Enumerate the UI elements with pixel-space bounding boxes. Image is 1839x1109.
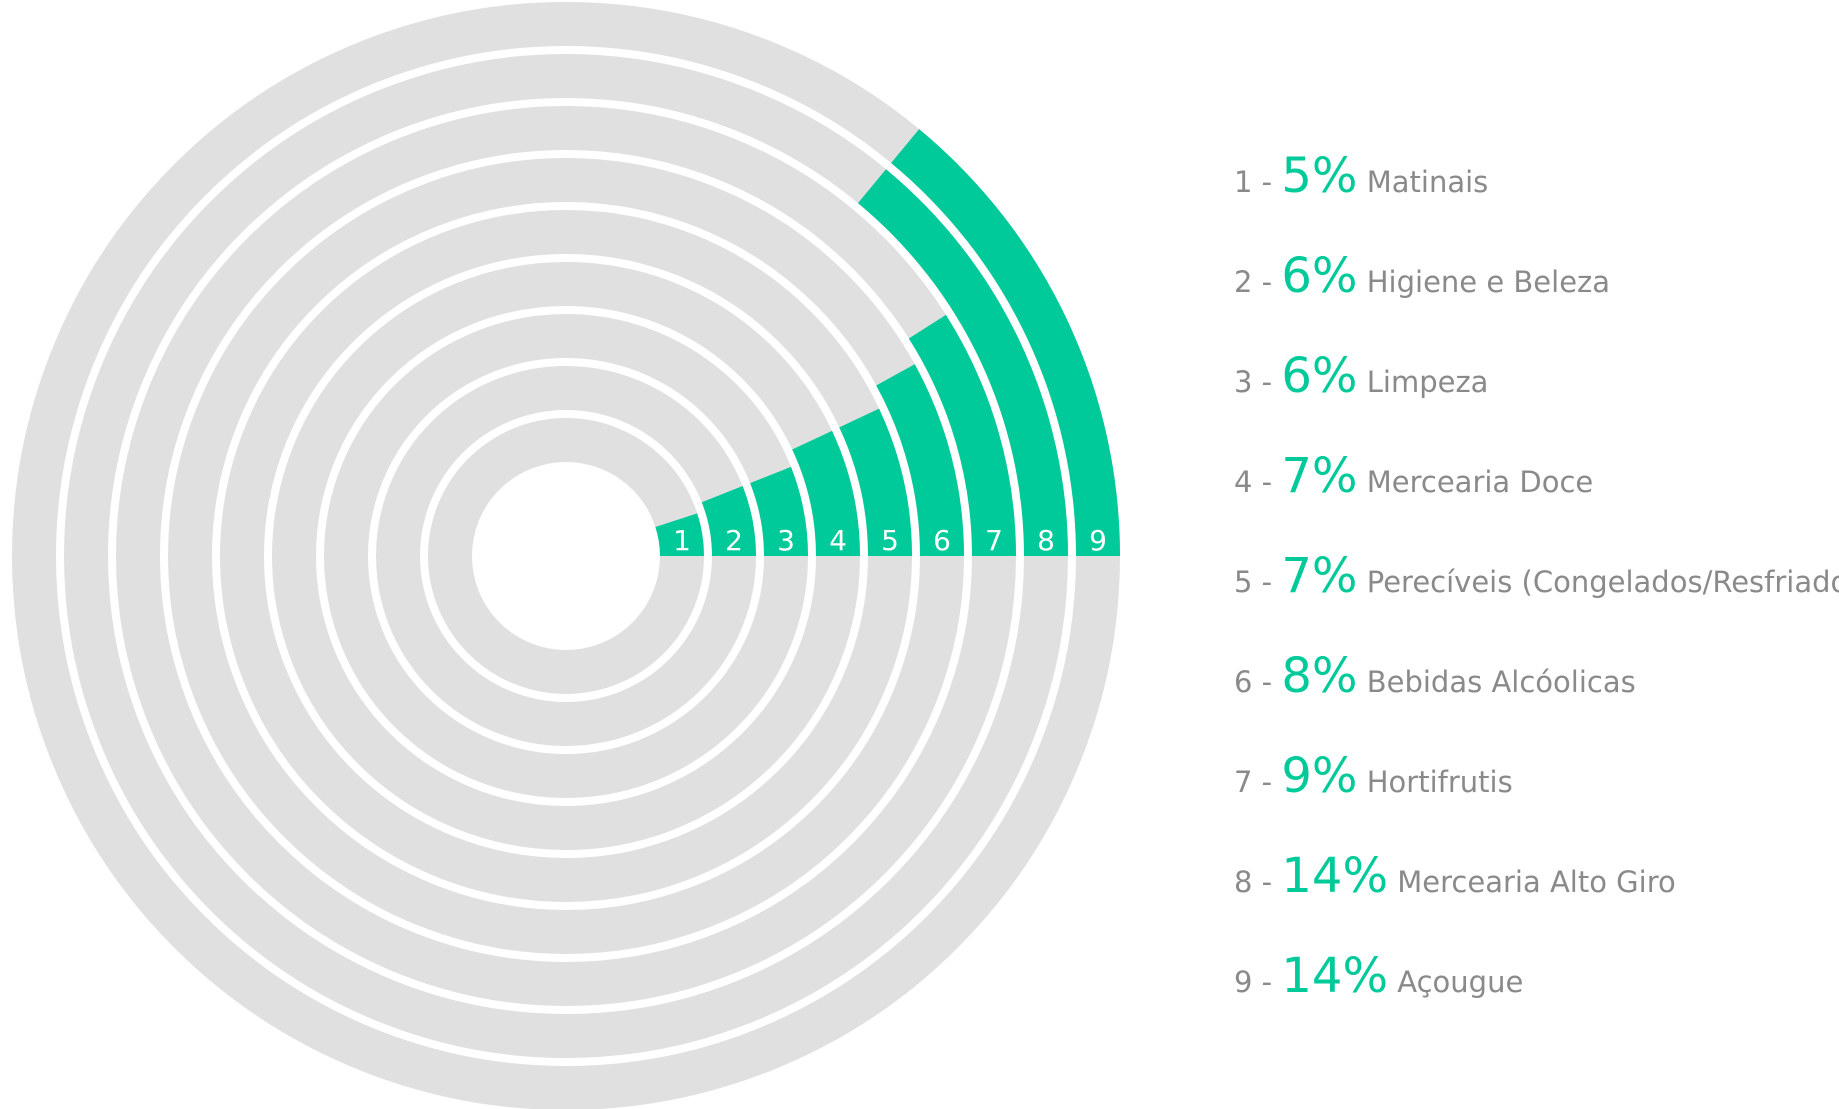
value-arc-3 <box>750 466 808 556</box>
legend-percent: 5% <box>1281 148 1358 204</box>
legend-percent: 14% <box>1281 948 1389 1004</box>
value-arc-4 <box>792 430 860 556</box>
legend-label: Hortifrutis <box>1357 765 1513 799</box>
value-arc-1 <box>655 513 704 556</box>
legend-item: 9 - 14% Açougue <box>1234 948 1523 1004</box>
legend-item: 1 - 5% Matinais <box>1234 148 1488 204</box>
ring-number-3: 3 <box>777 524 795 557</box>
value-arc-9 <box>891 129 1120 556</box>
legend-label: Mercearia Alto Giro <box>1388 865 1676 899</box>
ring-number-1: 1 <box>673 524 691 557</box>
ring-number-7: 7 <box>985 524 1003 557</box>
ring-number-5: 5 <box>881 524 899 557</box>
legend-index: 1 - <box>1234 165 1282 199</box>
value-arc-6 <box>876 364 964 556</box>
legend-item: 8 - 14% Mercearia Alto Giro <box>1234 848 1676 904</box>
ring-number-8: 8 <box>1037 524 1055 557</box>
ring-number-9: 9 <box>1089 524 1107 557</box>
ring-track-7 <box>116 106 1016 1006</box>
ring-track-4 <box>272 262 860 850</box>
legend-index: 5 - <box>1234 565 1282 599</box>
legend-item: 4 - 7% Mercearia Doce <box>1234 448 1593 504</box>
legend-percent: 9% <box>1281 748 1358 804</box>
legend-label: Perecíveis (Congelados/Resfriados) <box>1357 565 1839 599</box>
value-arc-8 <box>857 169 1068 557</box>
legend-label: Limpeza <box>1357 365 1489 399</box>
value-arc-5 <box>839 408 912 556</box>
legend-percent: 6% <box>1281 348 1358 404</box>
value-arc-2 <box>701 486 756 556</box>
legend-percent: 6% <box>1281 248 1358 304</box>
legend-label: Higiene e Beleza <box>1357 265 1611 299</box>
legend-index: 9 - <box>1234 965 1282 999</box>
ring-track-1 <box>428 418 704 694</box>
legend-percent: 7% <box>1281 548 1358 604</box>
legend-item: 3 - 6% Limpeza <box>1234 348 1488 404</box>
legend-index: 6 - <box>1234 665 1282 699</box>
ring-number-2: 2 <box>725 524 743 557</box>
ring-number-4: 4 <box>829 524 847 557</box>
legend-item: 5 - 7% Perecíveis (Congelados/Resfriados… <box>1234 548 1839 604</box>
legend-index: 8 - <box>1234 865 1282 899</box>
legend-item: 2 - 6% Higiene e Beleza <box>1234 248 1610 304</box>
legend-label: Açougue <box>1388 965 1524 999</box>
legend-label: Bebidas Alcóolicas <box>1357 665 1636 699</box>
legend-index: 7 - <box>1234 765 1282 799</box>
legend-index: 4 - <box>1234 465 1282 499</box>
legend-percent: 14% <box>1281 848 1389 904</box>
value-arc-7 <box>908 314 1016 556</box>
legend-item: 7 - 9% Hortifrutis <box>1234 748 1513 804</box>
legend-percent: 7% <box>1281 448 1358 504</box>
legend-index: 3 - <box>1234 365 1282 399</box>
radial-bar-chart: 1 2 3 4 5 6 7 8 9 <box>12 2 1120 1109</box>
legend-item: 6 - 8% Bebidas Alcóolicas <box>1234 648 1636 704</box>
legend-percent: 8% <box>1281 648 1358 704</box>
ring-number-6: 6 <box>933 524 951 557</box>
legend-label: Mercearia Doce <box>1357 465 1594 499</box>
legend-index: 2 - <box>1234 265 1282 299</box>
legend-label: Matinais <box>1357 165 1489 199</box>
legend: 1 - 5% Matinais 2 - 6% Higiene e Beleza 3 … <box>1234 0 1839 1109</box>
